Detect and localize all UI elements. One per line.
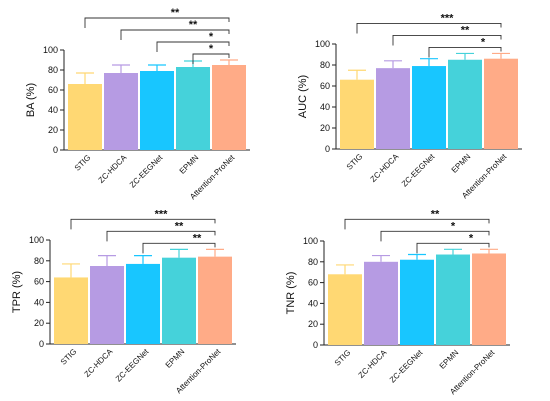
x-tick-label: STIG [333, 348, 353, 368]
bar [68, 84, 102, 150]
bar [400, 259, 434, 345]
significance-bracket [428, 47, 502, 58]
chart-panel-2: 0 20 40 60 80 100 TPR (%) STIG ZC-HDCA ZC-EEGNet E… [11, 208, 236, 395]
bar [448, 59, 482, 149]
significance-bracket [380, 230, 490, 242]
significance-label: *** [155, 208, 169, 220]
y-tick-label: 80 [320, 60, 330, 70]
significance-label: * [209, 43, 214, 55]
significance-label: ** [193, 232, 202, 244]
bar [472, 253, 506, 345]
x-tick-label: STIG [73, 153, 93, 173]
y-tick-label: 0 [39, 339, 44, 349]
significance-label: * [451, 220, 456, 232]
significance-bracket [344, 218, 490, 230]
y-tick-label: 20 [320, 123, 330, 133]
y-tick-label: 40 [34, 297, 44, 307]
significance-label: ** [189, 19, 198, 31]
significance-bracket [70, 218, 216, 230]
x-tick-label: EPMN [164, 347, 187, 370]
y-tick-label: 80 [308, 257, 318, 267]
bar [162, 257, 196, 344]
x-tick-label: STIG [345, 152, 365, 172]
x-tick-label: ZC-EEGNet [400, 152, 437, 189]
significance-bracket [356, 23, 502, 34]
chart-panel-1: 0 20 40 60 80 100 AUC (%) STIG ZC-HDCA ZC-EEGNet E… [297, 12, 522, 200]
significance-label: ** [175, 220, 184, 232]
significance-label: * [469, 232, 474, 244]
y-axis-label: TPR (%) [11, 271, 23, 313]
y-tick-label: 0 [53, 145, 58, 155]
significance-bracket [392, 35, 502, 46]
x-tick-label: ZC-EEGNet [114, 347, 151, 384]
significance-label: * [209, 31, 214, 43]
significance-bracket [156, 41, 230, 52]
significance-bracket [106, 230, 216, 242]
bar [126, 263, 160, 344]
y-tick-label: 40 [308, 298, 318, 308]
significance-bracket [142, 242, 216, 254]
y-tick-label: 40 [48, 105, 58, 115]
y-tick-label: 0 [325, 144, 330, 154]
x-tick-label: ZC-HDCA [83, 347, 115, 379]
y-tick-label: 100 [43, 45, 58, 55]
x-tick-label: EPMN [178, 153, 201, 176]
y-axis-label: AUC (%) [297, 75, 309, 118]
bar [104, 73, 138, 150]
bar [328, 274, 362, 345]
y-tick-label: 40 [320, 102, 330, 112]
y-tick-label: 100 [315, 39, 330, 49]
x-tick-label: ZC-EEGNet [128, 153, 165, 190]
y-axis-label: TNR (%) [285, 272, 297, 315]
bar [176, 67, 210, 150]
bar [90, 266, 124, 344]
x-tick-label: ZC-HDCA [97, 153, 129, 185]
y-tick-label: 60 [320, 81, 330, 91]
x-tick-label: EPMN [438, 348, 461, 371]
y-tick-label: 20 [48, 125, 58, 135]
bar [140, 71, 174, 150]
x-tick-label: EPMN [450, 152, 473, 175]
significance-bracket [84, 17, 230, 28]
bar [436, 254, 470, 345]
significance-label: ** [171, 7, 180, 19]
y-tick-label: 100 [303, 236, 318, 246]
significance-bracket [416, 242, 490, 254]
x-tick-label: ZC-HDCA [369, 152, 401, 184]
y-axis-label: BA (%) [25, 83, 37, 117]
bar [484, 58, 518, 150]
y-tick-label: 20 [34, 318, 44, 328]
y-tick-label: 100 [29, 235, 44, 245]
bar [54, 277, 88, 344]
significance-label: *** [441, 12, 455, 24]
chart-panel-3: 0 20 40 60 80 100 TNR (%) STIG ZC-HDCA ZC-EEGNet E… [285, 208, 510, 396]
y-tick-label: 60 [48, 85, 58, 95]
significance-bracket [120, 29, 230, 40]
bar [376, 68, 410, 149]
significance-label: ** [431, 208, 440, 220]
bar [198, 256, 232, 344]
x-tick-label: ZC-EEGNet [388, 348, 425, 385]
bar [212, 65, 246, 150]
bar [340, 79, 374, 149]
y-tick-label: 0 [313, 340, 318, 350]
bar [364, 261, 398, 345]
y-tick-label: 60 [34, 277, 44, 287]
significance-label: * [481, 36, 486, 48]
x-tick-label: STIG [59, 347, 79, 367]
significance-label: ** [461, 24, 470, 36]
y-tick-label: 20 [308, 319, 318, 329]
significance-bracket [192, 53, 230, 64]
x-tick-label: ZC-HDCA [357, 348, 389, 380]
y-tick-label: 80 [48, 65, 58, 75]
bar [412, 66, 446, 149]
y-tick-label: 60 [308, 278, 318, 288]
y-tick-label: 80 [34, 256, 44, 266]
chart-panel-0: 0 20 40 60 80 100 BA (%) STIG ZC-HDCA ZC-EEGNet EP… [25, 7, 250, 201]
